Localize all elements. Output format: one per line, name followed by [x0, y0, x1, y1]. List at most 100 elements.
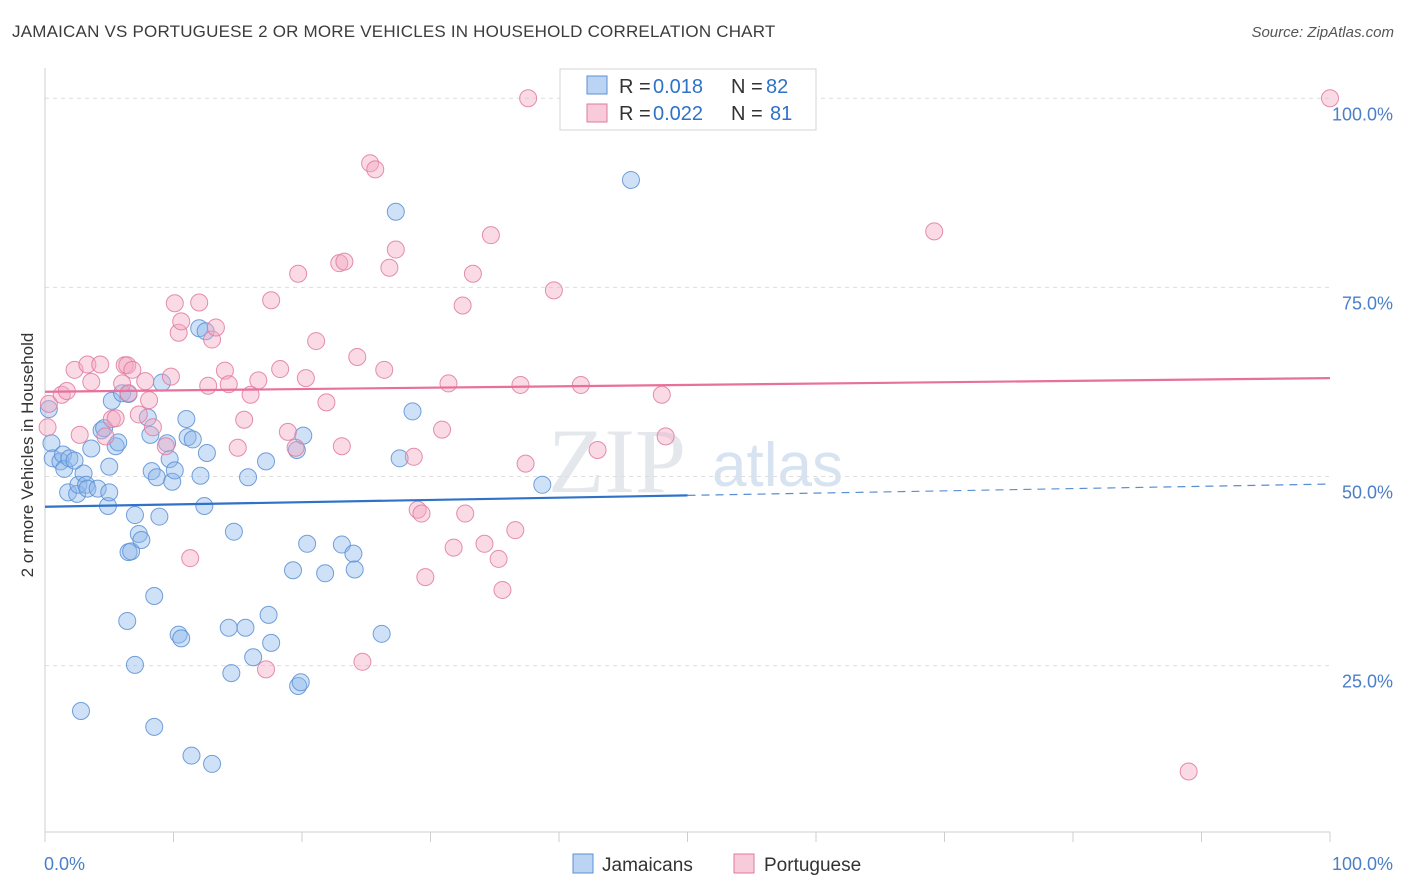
point-jamaicans: [59, 483, 78, 502]
point-jamaicans: [158, 434, 177, 453]
point-portuguese: [190, 293, 209, 312]
point-portuguese: [1321, 89, 1339, 108]
point-portuguese: [106, 409, 125, 428]
point-portuguese: [181, 549, 200, 568]
stats-r-value-portuguese: 0.022: [653, 103, 703, 125]
point-portuguese: [404, 447, 423, 466]
y-tick-label: 100.0%: [1332, 104, 1393, 124]
point-jamaicans: [372, 624, 391, 643]
point-portuguese: [439, 374, 458, 393]
legend-swatch-portuguese[interactable]: [733, 853, 755, 874]
point-jamaicans: [298, 534, 317, 553]
point-portuguese: [416, 568, 435, 587]
point-jamaicans: [118, 611, 137, 630]
point-portuguese: [203, 330, 222, 349]
point-portuguese: [375, 360, 394, 379]
point-jamaicans: [533, 475, 552, 494]
point-portuguese: [489, 549, 508, 568]
stats-r-label-jamaicans: R =: [619, 76, 651, 98]
point-portuguese: [386, 240, 405, 259]
point-portuguese: [289, 264, 308, 283]
point-portuguese: [456, 504, 475, 523]
point-portuguese: [129, 405, 148, 424]
stats-box: R = 0.018 N = 82 R = 0.022 N = 81: [559, 68, 817, 131]
point-portuguese: [228, 438, 247, 457]
point-jamaicans: [344, 544, 363, 563]
point-portuguese: [493, 580, 512, 599]
point-portuguese: [366, 160, 385, 179]
point-jamaicans: [113, 384, 132, 403]
series-jamaicans-points: [39, 170, 640, 773]
y-tick-labels: 25.0% 50.0% 75.0% 100.0%: [1332, 104, 1393, 691]
point-jamaicans: [147, 468, 166, 487]
point-jamaicans: [222, 664, 241, 683]
series-portuguese-points: [38, 89, 1339, 781]
point-portuguese: [481, 226, 500, 245]
point-jamaicans: [291, 673, 310, 692]
legend-swatch-jamaicans[interactable]: [572, 853, 594, 874]
point-portuguese: [165, 294, 184, 313]
point-portuguese: [516, 454, 535, 473]
point-portuguese: [219, 375, 238, 394]
point-portuguese: [119, 384, 138, 403]
point-portuguese: [307, 332, 326, 351]
point-jamaicans: [68, 484, 87, 503]
point-jamaicans: [82, 439, 101, 458]
point-jamaicans: [165, 461, 184, 480]
point-jamaicans: [195, 496, 214, 515]
point-portuguese: [215, 361, 234, 380]
point-portuguese: [70, 425, 89, 444]
point-jamaicans: [257, 452, 276, 471]
point-portuguese: [39, 394, 58, 413]
point-portuguese: [317, 393, 336, 412]
y-tick-label: 50.0%: [1342, 482, 1393, 502]
point-portuguese: [38, 418, 57, 437]
point-portuguese: [140, 391, 159, 410]
trend-line-jamaicans: [44, 494, 688, 508]
stats-swatch-jamaicans: [586, 75, 608, 95]
trend-line-portuguese: [44, 377, 1331, 393]
point-jamaicans: [132, 531, 151, 550]
legend-label-jamaicans[interactable]: Jamaicans: [602, 855, 693, 876]
point-jamaicans: [197, 444, 216, 463]
stats-n-label-portuguese: N =: [731, 103, 763, 125]
point-jamaicans: [244, 648, 263, 667]
point-jamaicans: [236, 618, 255, 637]
point-jamaicans: [65, 451, 84, 470]
stats-n-label-jamaicans: N =: [731, 76, 763, 98]
point-portuguese: [335, 252, 354, 271]
point-portuguese: [96, 427, 115, 446]
point-portuguese: [296, 369, 315, 388]
point-jamaicans: [219, 618, 238, 637]
legend-label-portuguese[interactable]: Portuguese: [764, 855, 861, 876]
point-jamaicans: [621, 170, 640, 189]
point-portuguese: [652, 385, 671, 404]
point-jamaicans: [39, 400, 58, 419]
stats-r-value-jamaicans: 0.018: [653, 76, 703, 98]
point-jamaicans: [142, 462, 161, 481]
point-portuguese: [353, 652, 372, 671]
point-portuguese: [169, 323, 188, 342]
point-jamaicans: [386, 202, 405, 221]
point-portuguese: [332, 437, 351, 456]
point-jamaicans: [345, 560, 364, 579]
point-portuguese: [380, 258, 399, 277]
point-jamaicans: [224, 522, 243, 541]
trend-lines: [44, 377, 1331, 508]
chart-title: JAMAICAN VS PORTUGUESE 2 OR MORE VEHICLE…: [12, 22, 776, 41]
point-portuguese: [91, 355, 110, 374]
x-tick-label-max: 100.0%: [1332, 854, 1393, 874]
point-portuguese: [348, 347, 367, 366]
point-portuguese: [199, 376, 218, 395]
point-portuguese: [588, 441, 607, 459]
point-portuguese: [271, 360, 290, 379]
point-portuguese: [156, 437, 175, 456]
point-portuguese: [412, 504, 431, 523]
source-label: Source: ZipAtlas.com: [1251, 24, 1394, 41]
point-jamaicans: [100, 483, 119, 502]
point-jamaicans: [239, 468, 258, 487]
point-jamaicans: [100, 457, 119, 476]
point-jamaicans: [182, 746, 201, 765]
point-jamaicans: [69, 475, 88, 494]
